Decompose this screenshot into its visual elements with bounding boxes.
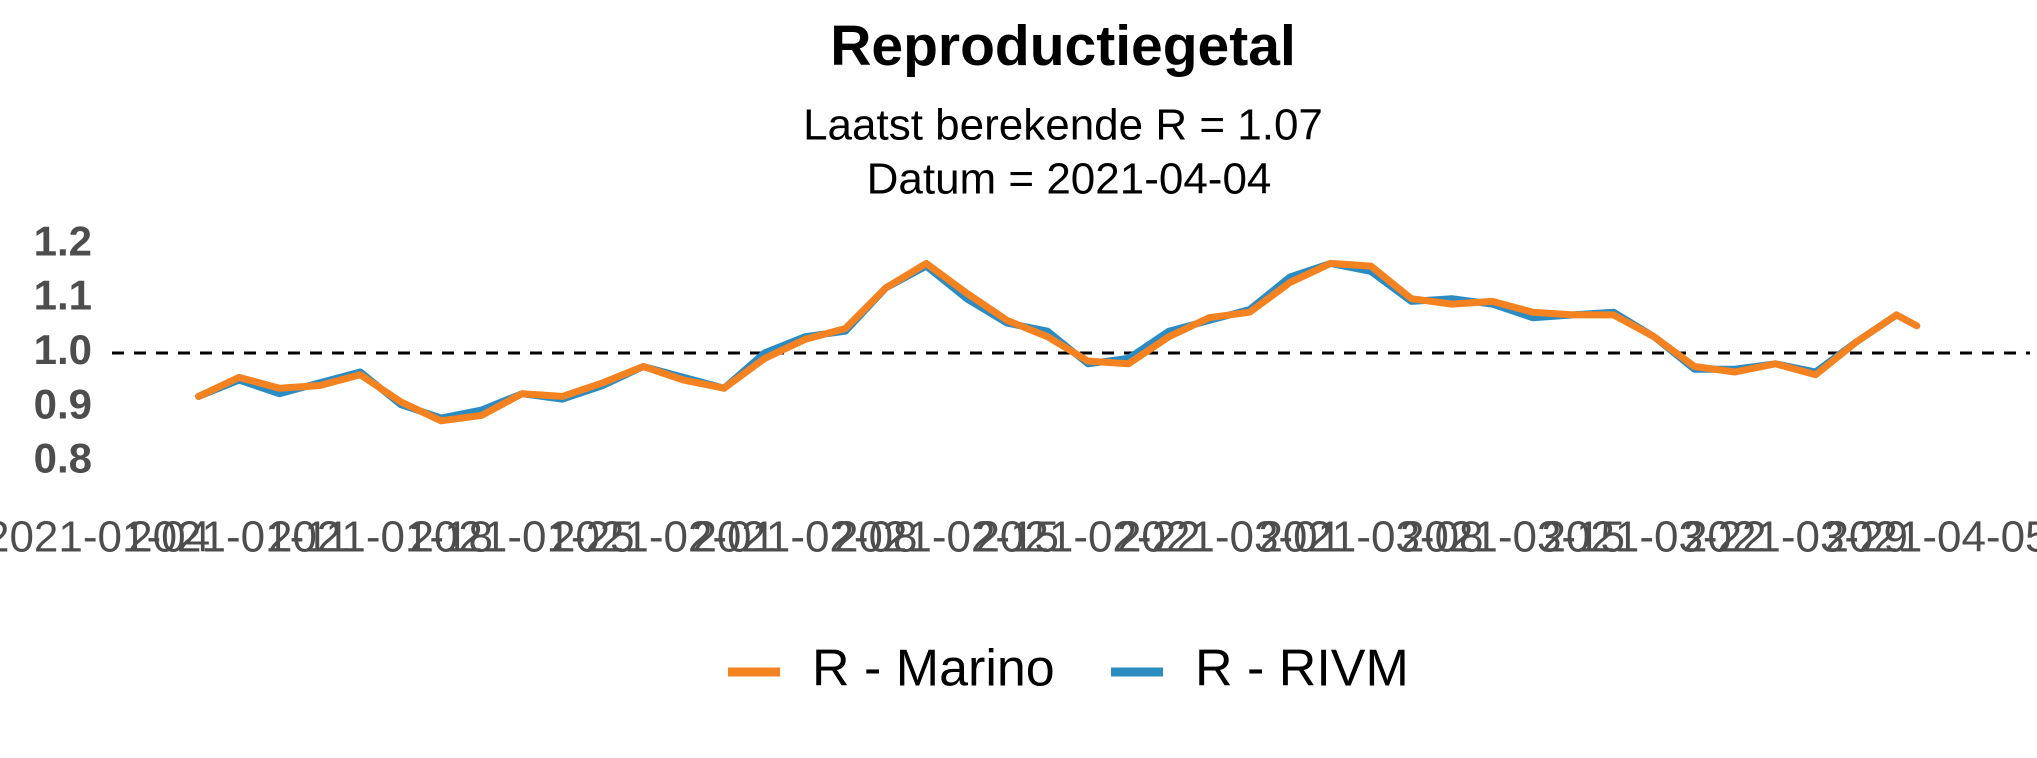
legend-label: R - RIVM xyxy=(1195,640,1409,698)
chart-subtitle: Datum = 2021-04-04 xyxy=(867,155,1272,204)
chart-subtitle: Laatst berekende R = 1.07 xyxy=(803,101,1323,150)
x-tick-label: 2021-03-29 xyxy=(1683,513,1908,562)
x-tick-label: 2021-04-05 xyxy=(1824,513,2037,562)
y-tick-label: 0.9 xyxy=(34,380,92,427)
x-tick-label: 2021-01-04 xyxy=(0,513,210,562)
x-tick-label: 2021-02-22 xyxy=(975,513,1200,562)
x-tick-label: 2021-03-22 xyxy=(1541,513,1766,562)
y-tick-label: 1.1 xyxy=(34,272,92,319)
y-tick-label: 1.2 xyxy=(34,217,92,264)
x-tick-label: 2021-01-18 xyxy=(268,513,493,562)
x-tick-label: 2021-01-25 xyxy=(409,513,634,562)
x-tick-label: 2021-01-11 xyxy=(128,513,350,562)
x-tick-label: 2021-03-08 xyxy=(1258,513,1483,562)
x-tick-label: 2021-03-15 xyxy=(1400,513,1625,562)
x-tick-label: 2021-02-08 xyxy=(692,513,917,562)
y-tick-label: 1.0 xyxy=(34,326,92,373)
legend-label: R - Marino xyxy=(812,640,1055,698)
x-tick-label: 2021-02-15 xyxy=(834,513,1059,562)
series-line xyxy=(195,259,1921,425)
y-tick-label: 0.8 xyxy=(34,435,92,482)
chart-title: Reproductiegetal xyxy=(830,14,1296,78)
x-tick-label: 2021-02-01 xyxy=(551,513,776,562)
x-tick-label: 2021-03-01 xyxy=(1117,513,1342,562)
